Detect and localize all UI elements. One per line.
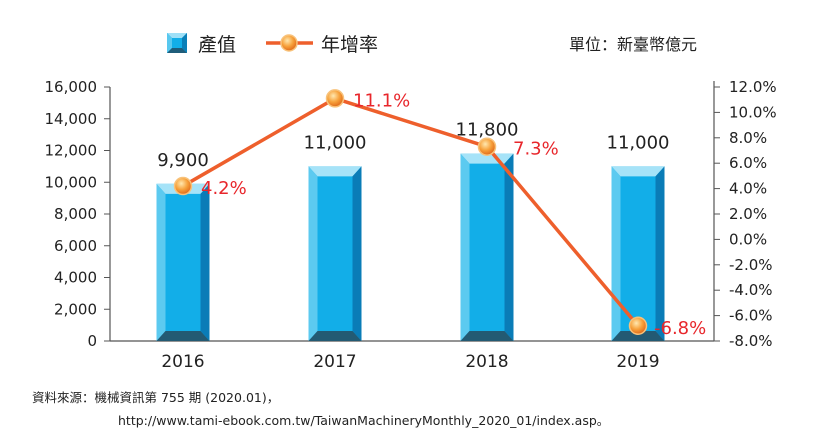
- bar-value-label: 11,800: [456, 120, 519, 141]
- line-path: [182, 96, 640, 327]
- left-axis: 0 2,000 4,000 6,000 8,000 10,000 12,000 14,000 1…: [45, 78, 714, 350]
- legend-bar-swatch: [167, 33, 187, 53]
- left-tick-label: 4,000: [54, 269, 97, 287]
- right-tick-label: 10.0%: [729, 103, 777, 121]
- category-axis: 2016 2017 2018 2019: [161, 352, 659, 372]
- right-tick-label: -8.0%: [729, 332, 773, 350]
- right-tick-label: 8.0%: [729, 129, 767, 147]
- line-point: [173, 176, 193, 196]
- bar: [611, 166, 665, 341]
- legend-line-swatch: [266, 34, 313, 52]
- left-tick-label: 10,000: [45, 173, 98, 191]
- bar-value-label: 11,000: [607, 132, 670, 153]
- right-tick-label: -4.0%: [729, 281, 773, 299]
- legend-bar-label: 產值: [198, 34, 236, 56]
- left-tick-label: 16,000: [45, 78, 98, 96]
- right-tick-label: 2.0%: [729, 205, 767, 223]
- unit-label: 單位：新臺幣億元: [569, 35, 697, 54]
- line-series: 4.2% 11.1% 7.3% -6.8%: [173, 89, 706, 339]
- category-label: 2016: [161, 352, 204, 372]
- bar: [308, 166, 362, 341]
- line-value-label: -6.8%: [654, 318, 706, 339]
- category-label: 2018: [465, 352, 508, 372]
- source-line-2: http://www.tami-ebook.com.tw/TaiwanMachi…: [118, 413, 610, 428]
- bar-value-label: 11,000: [304, 132, 367, 153]
- line-value-label: 11.1%: [353, 90, 410, 111]
- line-value-label: 4.2%: [201, 178, 247, 199]
- line-point: [628, 316, 648, 336]
- left-tick-label: 2,000: [54, 300, 97, 318]
- right-tick-label: 12.0%: [729, 78, 777, 96]
- bar: [460, 153, 514, 341]
- category-label: 2017: [313, 352, 356, 372]
- right-tick-label: -6.0%: [729, 307, 773, 325]
- line-point: [325, 89, 345, 108]
- right-axis: -8.0% -6.0% -4.0% -2.0% 0.0% 2.0% 4.0% 6.0% 8.0%…: [713, 78, 777, 350]
- bar-value-label: 9,900: [157, 150, 209, 171]
- right-tick-label: 6.0%: [729, 154, 767, 172]
- bar-series: 9,900 11,000 11,800 11,000: [156, 120, 670, 341]
- left-tick-label: 8,000: [54, 205, 97, 223]
- category-label: 2019: [616, 352, 659, 372]
- line-value-label: 7.3%: [513, 139, 559, 160]
- legend: 產值 年增率: [167, 33, 378, 56]
- left-tick-label: 12,000: [45, 142, 98, 160]
- left-tick-label: 0: [87, 332, 97, 350]
- legend-line-label: 年增率: [321, 34, 378, 56]
- left-tick-label: 14,000: [45, 110, 98, 128]
- line-point: [477, 137, 497, 156]
- right-tick-label: 0.0%: [729, 230, 767, 248]
- bar: [156, 183, 210, 341]
- left-tick-label: 6,000: [54, 237, 97, 255]
- source-line-1: 資料來源：機械資訊第 755 期 (2020.01)，: [32, 390, 280, 405]
- right-tick-label: -2.0%: [729, 256, 773, 274]
- right-tick-label: 4.0%: [729, 180, 767, 198]
